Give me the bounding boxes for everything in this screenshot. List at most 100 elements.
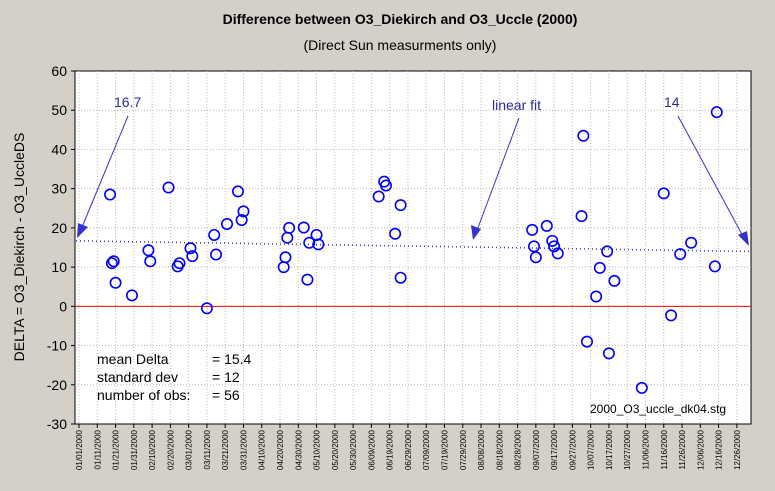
y-tick-label: 40	[51, 141, 67, 157]
x-tick-label: 09/17/2000	[550, 429, 559, 470]
x-tick-label: 06/09/2000	[367, 429, 376, 470]
x-tick-label: 05/10/2000	[313, 429, 322, 470]
y-tick-label: 30	[51, 181, 67, 197]
data-point	[590, 290, 603, 303]
x-tick-label: 02/10/2000	[148, 429, 157, 470]
x-tick-label: 04/10/2000	[258, 429, 267, 470]
x-tick-label: 07/09/2000	[422, 429, 431, 470]
file-name: 2000_O3_uccle_dk04.stg	[590, 402, 726, 416]
x-tick-label: 12/16/2000	[715, 429, 724, 470]
data-point	[577, 129, 590, 142]
data-point	[635, 381, 648, 394]
fit-start-arrow	[79, 115, 129, 233]
linear-fit-line	[75, 240, 751, 253]
fit-start-arrowhead	[77, 223, 88, 238]
data-point	[394, 199, 407, 212]
y-tick-label: 20	[51, 220, 67, 236]
data-point	[601, 245, 614, 258]
x-tick-label: 06/29/2000	[404, 429, 413, 470]
fit-start-label: 16.7	[114, 94, 141, 110]
plot-area	[74, 70, 752, 425]
data-point	[380, 179, 393, 192]
data-point	[235, 214, 248, 227]
fit-end-arrow	[677, 115, 746, 241]
x-tick-label: 08/28/2000	[514, 429, 523, 470]
data-point	[125, 289, 138, 302]
fit-label-arrow	[475, 117, 520, 234]
data-point	[526, 223, 539, 236]
x-tick-label: 03/11/2000	[203, 429, 212, 469]
x-tick-label: 12/06/2000	[696, 429, 705, 470]
x-tick-label: 10/17/2000	[605, 429, 614, 470]
x-tick-label: 11/16/2000	[660, 429, 669, 469]
data-point	[372, 190, 385, 203]
data-point	[210, 248, 223, 261]
x-tick-label: 10/27/2000	[623, 429, 632, 470]
fit-end-label: 14	[664, 94, 680, 110]
x-axis-ticks: 01/01/2000 01/11/2000 01/21/2000 01/31/2000…	[75, 424, 742, 470]
data-point	[575, 210, 588, 223]
data-point	[529, 251, 542, 264]
fit-label-arrowhead	[471, 225, 481, 240]
x-tick-label: 06/19/2000	[386, 429, 395, 470]
x-tick-label: 07/29/2000	[459, 429, 468, 470]
stat-n-label: number of obs:	[97, 387, 190, 403]
data-point	[708, 260, 721, 273]
chart-title: Difference between O3_Diekirch and O3_Uc…	[223, 11, 578, 27]
data-point	[200, 302, 213, 315]
data-point	[394, 271, 407, 284]
data-point	[710, 106, 723, 119]
data-point	[685, 236, 698, 249]
x-tick-label: 11/26/2000	[678, 429, 687, 469]
grid	[75, 71, 751, 424]
data-point	[173, 257, 186, 270]
x-tick-label: 12/26/2000	[733, 429, 742, 470]
x-tick-label: 09/27/2000	[568, 429, 577, 470]
data-point	[389, 227, 402, 240]
y-tick-label: 60	[51, 63, 67, 79]
data-point	[208, 228, 221, 241]
x-tick-label: 01/21/2000	[112, 429, 121, 470]
y-axis-ticks: -30 -20 -10 0 10 20 30 40 50 60	[47, 63, 75, 432]
x-tick-label: 08/18/2000	[495, 429, 504, 470]
y-tick-label: -30	[47, 416, 67, 432]
chart-subtitle: (Direct Sun measurments only)	[304, 37, 497, 53]
y-tick-label: 10	[51, 259, 67, 275]
y-tick-label: 0	[59, 298, 67, 314]
data-point	[665, 309, 678, 322]
x-tick-label: 10/07/2000	[587, 429, 596, 470]
data-point	[657, 187, 670, 200]
data-point	[674, 248, 687, 261]
data-point	[608, 274, 621, 287]
data-point	[540, 219, 553, 232]
stat-n-value: = 56	[212, 387, 240, 403]
x-tick-label: 04/30/2000	[294, 429, 303, 470]
x-tick-label: 09/07/2000	[532, 429, 541, 470]
data-point	[107, 255, 120, 268]
data-point	[144, 255, 157, 268]
y-tick-label: -20	[47, 377, 67, 393]
data-point	[105, 257, 118, 270]
data-point	[109, 276, 122, 289]
x-tick-label: 03/31/2000	[239, 429, 248, 470]
fit-end-arrowhead	[738, 231, 749, 246]
x-tick-label: 02/20/2000	[166, 429, 175, 470]
data-point	[142, 244, 155, 257]
data-point	[312, 238, 325, 251]
data-point	[551, 247, 564, 260]
data-points	[104, 106, 723, 394]
data-point	[221, 217, 234, 230]
y-tick-label: 50	[51, 102, 67, 118]
stat-mean-label: mean Delta	[97, 351, 169, 367]
data-point	[593, 261, 606, 274]
data-point	[162, 181, 175, 194]
x-tick-label: 03/01/2000	[185, 429, 194, 470]
data-point	[297, 221, 310, 234]
data-point	[581, 335, 594, 348]
x-tick-label: 01/01/2000	[75, 429, 84, 470]
x-tick-label: 03/21/2000	[221, 429, 230, 470]
y-tick-label: -10	[47, 338, 67, 354]
x-tick-label: 04/20/2000	[276, 429, 285, 470]
x-tick-label: 07/19/2000	[440, 429, 449, 470]
data-point	[104, 188, 117, 201]
